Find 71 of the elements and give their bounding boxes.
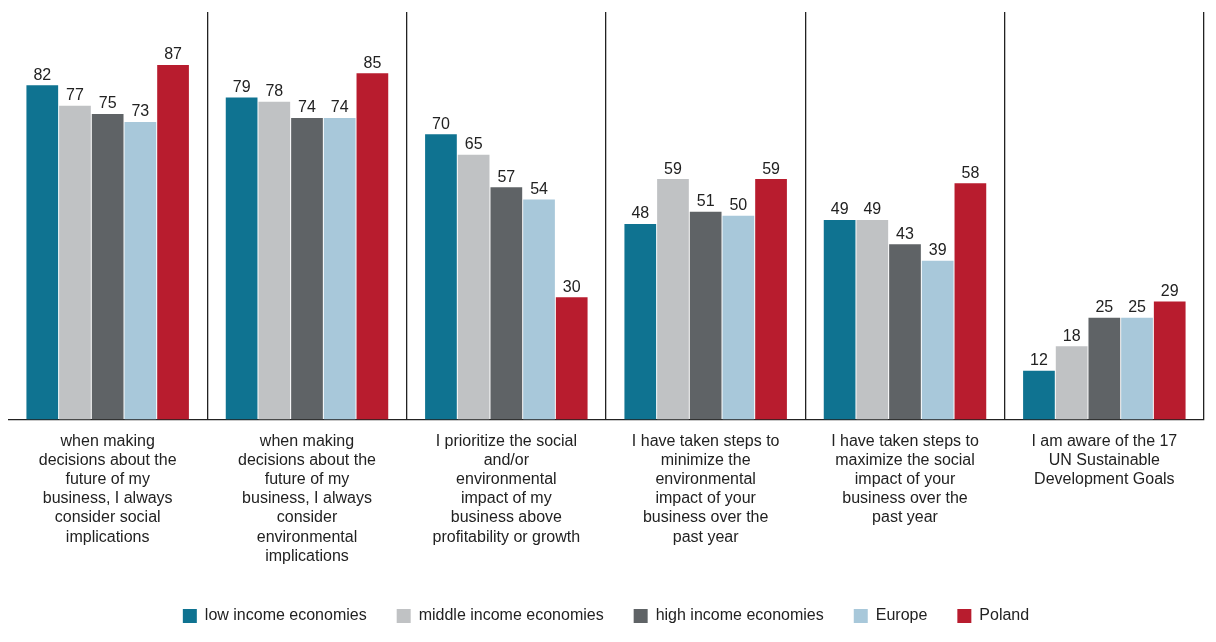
data-label: 73: [131, 102, 150, 120]
data-label: 75: [98, 94, 117, 112]
data-label: 74: [330, 98, 349, 116]
data-label: 77: [66, 86, 84, 104]
bar: [59, 105, 91, 420]
bar: [921, 260, 954, 420]
bar: [856, 219, 889, 420]
data-label: 78: [265, 82, 284, 100]
bar: [291, 117, 323, 420]
legend-label: low income economies: [204, 606, 367, 624]
legend-label: Poland: [979, 606, 1030, 624]
data-label: 85: [363, 53, 382, 71]
bar: [425, 134, 457, 420]
bar: [356, 73, 389, 420]
data-label: 74: [298, 98, 316, 116]
data-label: 57: [497, 167, 516, 185]
data-label: 54: [530, 179, 549, 197]
data-label: 25: [1095, 298, 1114, 316]
data-label: 49: [863, 200, 882, 218]
data-label: 82: [33, 65, 52, 83]
bar: [91, 113, 124, 420]
bar: [258, 101, 291, 420]
data-label: 18: [1062, 326, 1081, 344]
bar: [1088, 317, 1121, 420]
data-label: 25: [1128, 298, 1147, 316]
x-tick-label: I am aware of the 17 UN Sustainable Development Goals: [1031, 431, 1178, 488]
bar: [1121, 317, 1153, 420]
data-label: 59: [664, 159, 682, 177]
bar: [490, 187, 523, 420]
data-label: 48: [631, 204, 650, 222]
bar: [1023, 370, 1055, 420]
bar: [954, 183, 987, 420]
data-label: 87: [164, 45, 183, 63]
data-label: 70: [432, 114, 450, 132]
data-label: 51: [696, 192, 715, 210]
x-tick-label: I have taken steps to minimize the environmental impact of your business over the past year: [631, 431, 780, 545]
bar: [124, 122, 157, 420]
data-label: 65: [464, 135, 483, 153]
x-tick-label: when making decisions about the future of my business, I always consider environmental implications: [238, 431, 377, 564]
data-label: 30: [562, 277, 581, 295]
bar: [225, 97, 258, 420]
bar: [1153, 301, 1186, 420]
bar: [689, 211, 722, 420]
data-label: 29: [1160, 281, 1179, 299]
x-tick-label: I have taken steps to maximize the social impact of your business over the past year: [831, 431, 979, 526]
bar: [624, 223, 657, 420]
data-label: 58: [961, 163, 980, 181]
data-label: 49: [830, 200, 849, 218]
bar: [555, 297, 588, 420]
data-label: 43: [896, 224, 914, 242]
bar: [755, 179, 787, 420]
legend-label: middle income economies: [418, 606, 604, 624]
data-label: 50: [729, 196, 748, 214]
bar: [1055, 346, 1088, 420]
legend-label: high income economies: [655, 606, 824, 624]
data-label: 12: [1030, 351, 1048, 369]
bar: [523, 199, 555, 420]
data-label: 39: [928, 241, 947, 259]
legend-label: Europe: [875, 606, 928, 624]
bar: [657, 179, 689, 420]
data-label: 79: [232, 78, 251, 95]
bar: [26, 85, 59, 420]
data-label: 59: [762, 159, 781, 177]
bar: [722, 215, 755, 420]
bar: [323, 117, 356, 420]
x-tick-label: I prioritize the social and/or environmental impact of my business above profitability or growth: [432, 431, 581, 545]
x-tick-label: when making decisions about the future of my business, I always consider social implications: [38, 431, 177, 545]
bar: [157, 64, 189, 420]
bar: [823, 219, 856, 420]
bar: [457, 154, 490, 420]
bar: [889, 244, 921, 420]
